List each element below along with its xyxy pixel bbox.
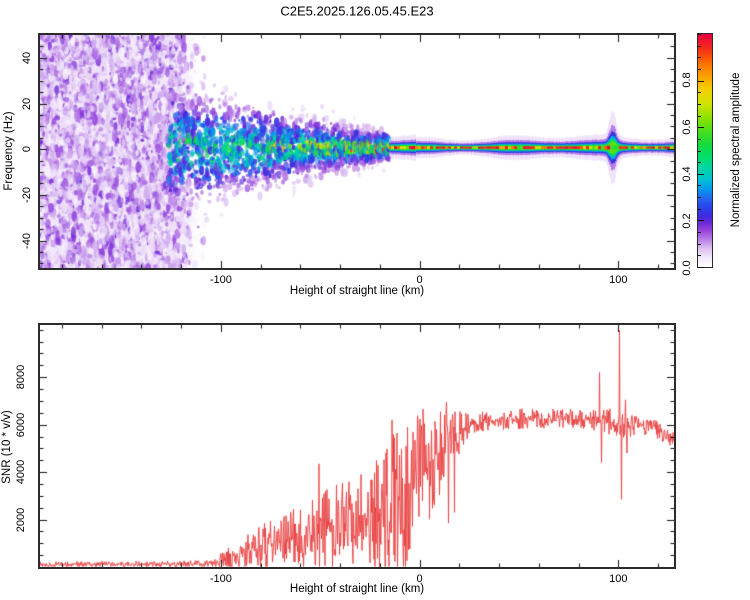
colorbar-tick xyxy=(698,232,701,234)
colorbar-tick xyxy=(698,127,704,129)
spec-y-tick-label: -40 xyxy=(21,232,33,249)
spectrogram-panel xyxy=(38,33,676,270)
colorbar-tick xyxy=(698,208,701,210)
snr-y-tick-label: 4000 xyxy=(15,459,27,485)
spec-y-tick-label: 20 xyxy=(21,97,33,110)
colorbar-tick xyxy=(698,243,701,245)
spectrogram-canvas xyxy=(40,35,674,268)
spec-x-tick-label: -100 xyxy=(209,274,232,286)
snr-y-axis-label: SNR (10 * v/v) xyxy=(1,410,13,484)
colorbar-tick xyxy=(698,115,701,117)
snr-canvas xyxy=(40,325,674,567)
colorbar-tick xyxy=(698,220,704,222)
colorbar-tick xyxy=(698,138,701,140)
colorbar xyxy=(697,33,713,268)
colorbar-tick xyxy=(698,150,701,152)
colorbar-tick-label: 0.6 xyxy=(681,119,693,135)
colorbar-tick xyxy=(698,162,701,164)
colorbar-tick-label: 0.0 xyxy=(681,260,693,276)
snr-x-axis-label: Height of straight line (km) xyxy=(289,583,425,595)
colorbar-tick xyxy=(698,57,701,59)
colorbar-tick xyxy=(698,267,704,268)
spectrogram-y-axis-label: Frequency (Hz) xyxy=(3,111,15,191)
spectrogram-x-axis-label: Height of straight line (km) xyxy=(289,285,425,297)
figure-title: C2E5.2025.126.05.45.E23 xyxy=(280,3,434,19)
snr-y-tick-label: 8000 xyxy=(15,364,27,390)
snr-y-tick-label: 2000 xyxy=(15,507,27,532)
snr-x-tick-label: 100 xyxy=(609,573,628,585)
colorbar-tick xyxy=(698,80,704,82)
colorbar-tick xyxy=(698,173,704,175)
colorbar-label: Normalized spectral amplitude xyxy=(730,72,742,228)
snr-x-tick-label: -100 xyxy=(209,573,232,585)
spec-y-tick-label: 40 xyxy=(21,51,33,64)
colorbar-tick xyxy=(698,197,701,199)
colorbar-tick xyxy=(698,185,701,187)
snr-panel xyxy=(38,323,676,569)
colorbar-tick-label: 0.4 xyxy=(681,166,693,182)
colorbar-tick-label: 0.2 xyxy=(681,213,693,229)
colorbar-tick xyxy=(698,103,701,105)
colorbar-tick xyxy=(698,92,701,94)
colorbar-tick xyxy=(698,68,701,70)
colorbar-tick xyxy=(698,255,701,257)
colorbar-tick xyxy=(698,34,701,35)
colorbar-tick xyxy=(698,45,701,47)
colorbar-gradient xyxy=(698,34,712,268)
spec-y-tick-label: 0 xyxy=(21,146,33,153)
spec-x-tick-label: 100 xyxy=(609,274,628,286)
spec-y-tick-label: -20 xyxy=(21,186,33,203)
snr-y-tick-label: 6000 xyxy=(15,412,27,437)
colorbar-tick-label: 0.8 xyxy=(681,72,693,88)
